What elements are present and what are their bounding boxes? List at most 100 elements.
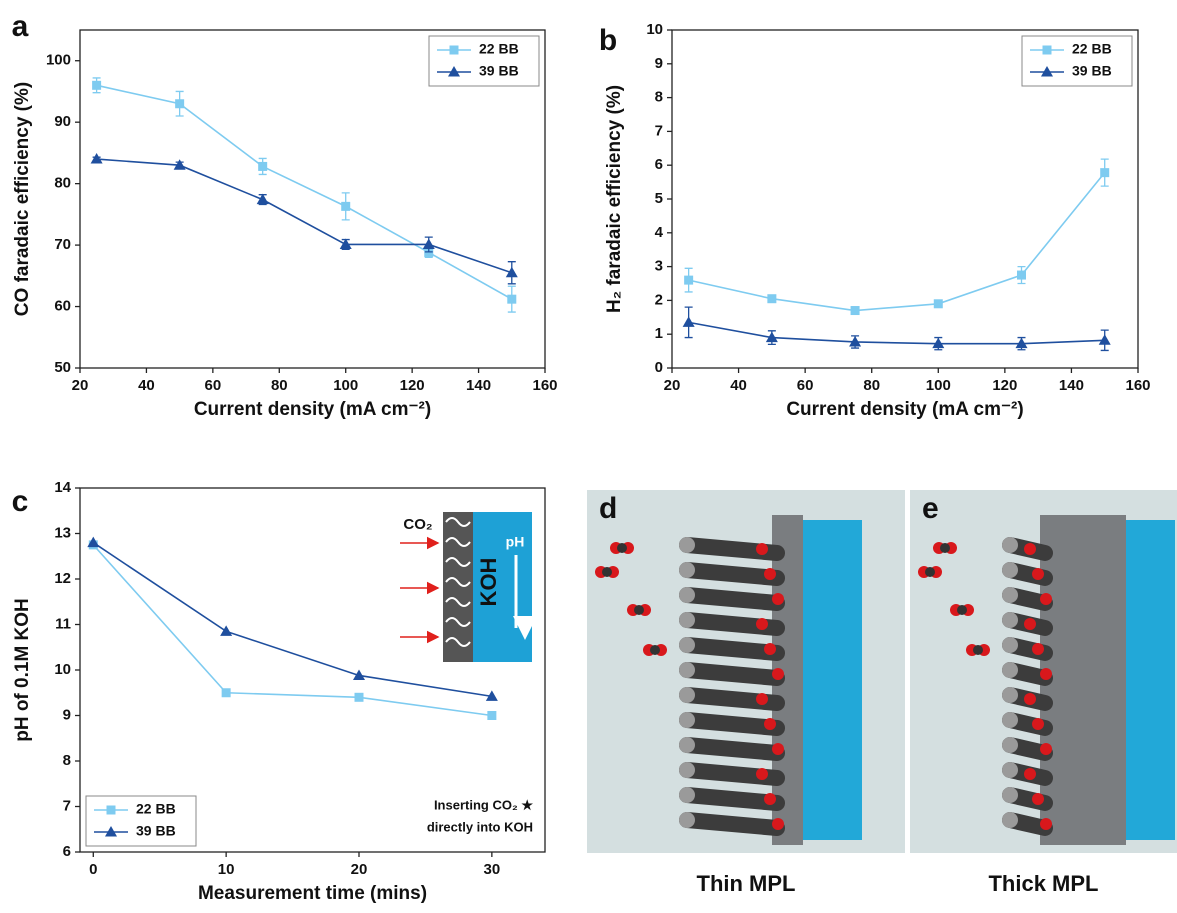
molecule [1024, 768, 1036, 780]
fiber-end [1002, 762, 1018, 778]
marker-square [850, 306, 860, 316]
y-tick-label: 0 [655, 359, 663, 376]
fiber-end [679, 562, 695, 578]
marker-triangle [87, 536, 100, 548]
fiber-end [1002, 587, 1018, 603]
marker-square [1042, 45, 1052, 55]
y-tick-label: 3 [655, 258, 663, 275]
series-line [92, 541, 492, 698]
x-tick-label: 140 [1059, 377, 1084, 394]
legend-label: 39 BB [136, 823, 176, 839]
x-tick-label: 80 [271, 377, 288, 394]
marker-triangle [90, 153, 103, 164]
x-tick-label: 100 [333, 377, 358, 394]
fiber-end [1002, 562, 1018, 578]
x-tick-label: 0 [89, 861, 97, 878]
x-tick-label: 40 [138, 377, 155, 394]
molecule [1032, 568, 1044, 580]
molecule-carbon [602, 567, 612, 577]
y-axis-label: H₂ faradaic efficiency (%) [604, 85, 625, 313]
y-tick-label: 70 [54, 236, 71, 253]
x-tick-label: 30 [484, 861, 501, 878]
molecule [1032, 643, 1044, 655]
legend-box [428, 35, 540, 87]
inset-fiber [445, 557, 471, 567]
marker-triangle [1015, 337, 1028, 349]
marker-square [767, 294, 777, 304]
x-axis-label: Measurement time (mins) [198, 883, 427, 904]
fiber [679, 737, 785, 761]
marker-triangle [220, 625, 233, 636]
mpl-layer [1040, 515, 1126, 845]
molecule-carbon [973, 645, 983, 655]
marker-triangle [1098, 334, 1111, 345]
y-tick-label: 50 [54, 359, 71, 376]
molecule [764, 643, 776, 655]
y-tick-label: 13 [54, 524, 71, 541]
y-tick-label: 9 [63, 706, 71, 723]
panel-label: c [12, 485, 29, 518]
y-tick-label: 10 [54, 661, 71, 678]
panel-label: a [12, 10, 29, 43]
molecule-carbon [957, 605, 967, 615]
illustration-caption: Thick MPL [988, 871, 1098, 896]
electrolyte-slab [1120, 520, 1175, 840]
fiber [679, 637, 785, 661]
x-tick-label: 20 [664, 377, 681, 394]
marker-triangle [256, 193, 269, 205]
molecule [756, 618, 768, 630]
marker-triangle [448, 66, 460, 77]
marker-triangle [105, 826, 117, 837]
x-tick-label: 20 [72, 377, 89, 394]
marker-square [684, 275, 694, 285]
fiber-end [679, 712, 695, 728]
molecule [1040, 743, 1052, 755]
y-tick-label: 7 [63, 797, 71, 814]
marker-square [341, 201, 351, 211]
fiber-end [679, 762, 695, 778]
inset-fiber [445, 617, 471, 627]
x-tick-label: 100 [926, 377, 951, 394]
legend-label: 39 BB [479, 63, 519, 79]
molecule-carbon [650, 645, 660, 655]
panel-label: e [922, 492, 939, 525]
molecule-carbon [925, 567, 935, 577]
legend-label: 39 BB [1072, 63, 1112, 79]
y-tick-label: 11 [55, 615, 71, 632]
series-line [92, 544, 492, 717]
fiber-end [679, 537, 695, 553]
y-tick-label: 8 [655, 89, 663, 106]
fiber-end [1002, 712, 1018, 728]
plot-frame [79, 29, 546, 369]
molecule [1024, 618, 1036, 630]
x-tick-label: 120 [400, 377, 425, 394]
molecule [1024, 543, 1036, 555]
marker-square [221, 688, 231, 698]
molecule [1024, 693, 1036, 705]
marker-triangle [765, 331, 778, 343]
x-tick-label: 160 [532, 377, 557, 394]
marker-triangle [849, 335, 862, 347]
fiber-end [1002, 687, 1018, 703]
fiber-end [1002, 662, 1018, 678]
molecule-carbon [617, 543, 627, 553]
x-tick-label: 10 [218, 861, 235, 878]
x-axis-label: Current density (mA cm⁻²) [786, 399, 1023, 420]
marker-triangle [1041, 66, 1053, 77]
inset-fiber [445, 597, 471, 607]
y-tick-label: 10 [646, 21, 663, 38]
panel-label: b [599, 24, 617, 57]
molecule [772, 593, 784, 605]
molecule [764, 718, 776, 730]
series-line [688, 321, 1105, 345]
fiber [679, 712, 785, 736]
molecule [1040, 668, 1052, 680]
inset-fiber [445, 537, 471, 547]
series-line [96, 84, 513, 300]
fiber-end [1002, 537, 1018, 553]
y-tick-label: 6 [63, 843, 71, 860]
y-tick-label: 5 [655, 190, 663, 207]
inset-fiber [445, 517, 471, 527]
molecule [1032, 718, 1044, 730]
